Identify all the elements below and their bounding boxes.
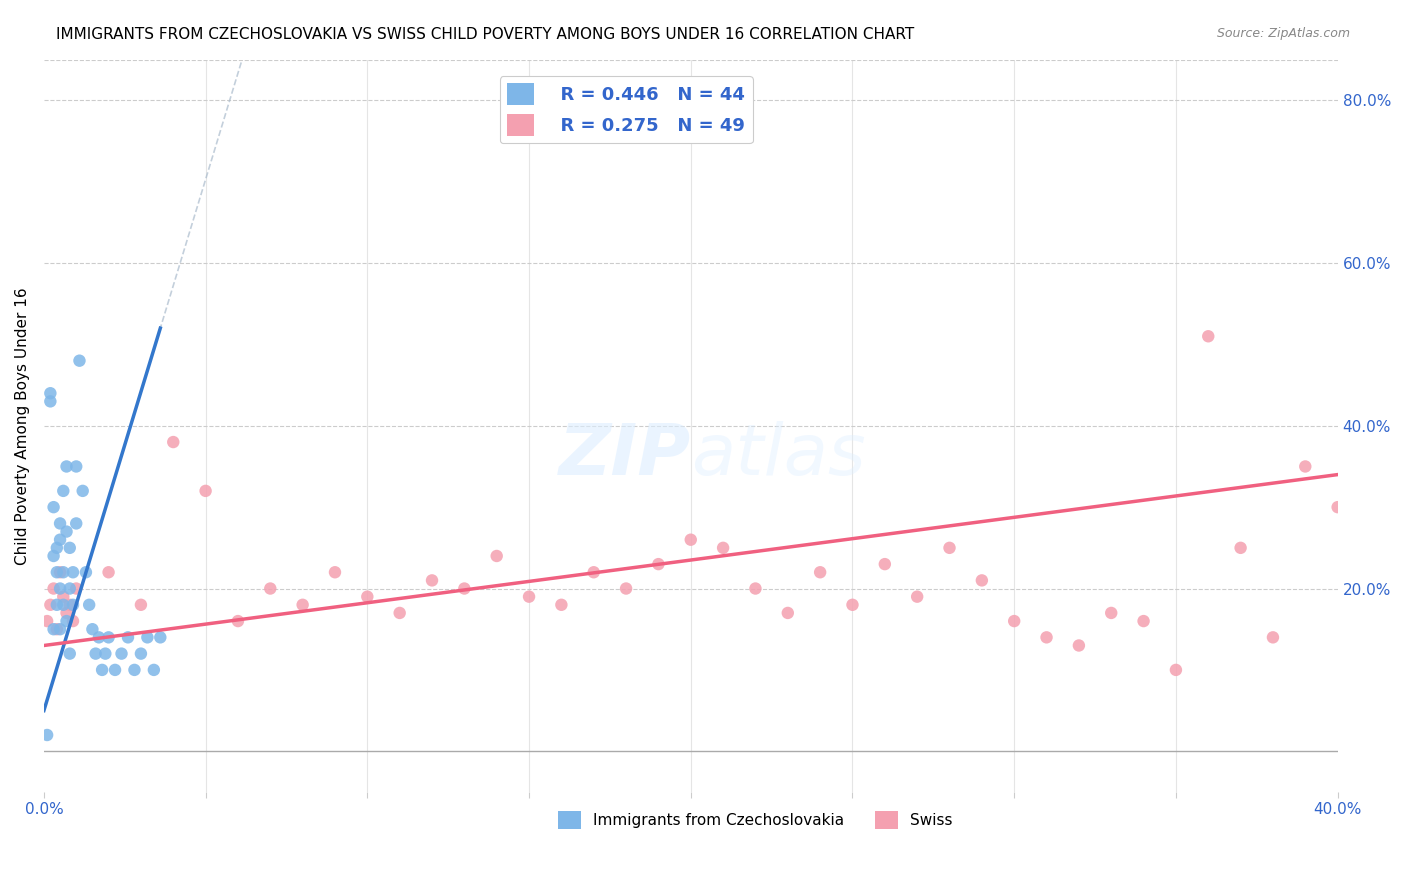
Point	[679, 533, 702, 547]
Point	[517, 590, 540, 604]
Point	[776, 606, 799, 620]
Point	[45, 598, 67, 612]
Point	[744, 582, 766, 596]
Point	[614, 582, 637, 596]
Point	[1099, 606, 1122, 620]
Point	[129, 647, 152, 661]
Point	[162, 435, 184, 450]
Point	[59, 647, 82, 661]
Point	[1261, 631, 1284, 645]
Point	[55, 524, 77, 539]
Point	[550, 598, 572, 612]
Point	[136, 631, 159, 645]
Point	[42, 549, 65, 563]
Point	[1035, 631, 1057, 645]
Point	[323, 566, 346, 580]
Text: atlas: atlas	[690, 420, 865, 490]
Point	[55, 614, 77, 628]
Point	[52, 590, 75, 604]
Point	[226, 614, 249, 628]
Point	[259, 582, 281, 596]
Point	[84, 647, 107, 661]
Point	[65, 582, 87, 596]
Point	[905, 590, 928, 604]
Text: ZIP: ZIP	[558, 420, 690, 490]
Point	[59, 541, 82, 555]
Point	[1197, 329, 1219, 343]
Point	[94, 647, 117, 661]
Point	[291, 598, 314, 612]
Point	[91, 663, 114, 677]
Point	[75, 566, 97, 580]
Text: IMMIGRANTS FROM CZECHOSLOVAKIA VS SWISS CHILD POVERTY AMONG BOYS UNDER 16 CORREL: IMMIGRANTS FROM CZECHOSLOVAKIA VS SWISS …	[56, 27, 914, 42]
Point	[39, 386, 62, 401]
Point	[388, 606, 411, 620]
Point	[62, 566, 84, 580]
Point	[59, 598, 82, 612]
Point	[52, 598, 75, 612]
Point	[42, 622, 65, 636]
Point	[1002, 614, 1025, 628]
Point	[69, 353, 91, 368]
Point	[45, 566, 67, 580]
Point	[39, 598, 62, 612]
Point	[49, 533, 72, 547]
Point	[65, 459, 87, 474]
Point	[1132, 614, 1154, 628]
Point	[808, 566, 831, 580]
Point	[647, 557, 669, 571]
Point	[62, 614, 84, 628]
Point	[49, 622, 72, 636]
Point	[356, 590, 378, 604]
Text: Source: ZipAtlas.com: Source: ZipAtlas.com	[1216, 27, 1350, 40]
Point	[87, 631, 110, 645]
Point	[77, 598, 100, 612]
Point	[62, 598, 84, 612]
Point	[485, 549, 508, 563]
Point	[97, 566, 120, 580]
Point	[104, 663, 127, 677]
Point	[1326, 500, 1348, 515]
Point	[873, 557, 896, 571]
Point	[72, 483, 94, 498]
Point	[1067, 639, 1090, 653]
Point	[841, 598, 863, 612]
Point	[37, 728, 59, 742]
Point	[52, 566, 75, 580]
Point	[582, 566, 605, 580]
Point	[52, 483, 75, 498]
Point	[59, 582, 82, 596]
Point	[129, 598, 152, 612]
Point	[110, 647, 132, 661]
Point	[97, 631, 120, 645]
Point	[42, 582, 65, 596]
Point	[124, 663, 146, 677]
Point	[42, 500, 65, 515]
Point	[194, 483, 217, 498]
Legend: Immigrants from Czechoslovakia, Swiss: Immigrants from Czechoslovakia, Swiss	[553, 805, 959, 836]
Point	[711, 541, 734, 555]
Y-axis label: Child Poverty Among Boys Under 16: Child Poverty Among Boys Under 16	[15, 287, 30, 565]
Point	[37, 614, 59, 628]
Point	[117, 631, 139, 645]
Point	[142, 663, 165, 677]
Point	[49, 516, 72, 531]
Point	[55, 459, 77, 474]
Point	[970, 574, 993, 588]
Point	[39, 394, 62, 409]
Point	[938, 541, 960, 555]
Point	[1294, 459, 1316, 474]
Point	[55, 606, 77, 620]
Point	[420, 574, 443, 588]
Point	[45, 622, 67, 636]
Point	[1229, 541, 1251, 555]
Point	[45, 541, 67, 555]
Point	[49, 582, 72, 596]
Point	[149, 631, 172, 645]
Point	[82, 622, 104, 636]
Point	[453, 582, 475, 596]
Point	[65, 516, 87, 531]
Point	[49, 566, 72, 580]
Point	[1164, 663, 1187, 677]
